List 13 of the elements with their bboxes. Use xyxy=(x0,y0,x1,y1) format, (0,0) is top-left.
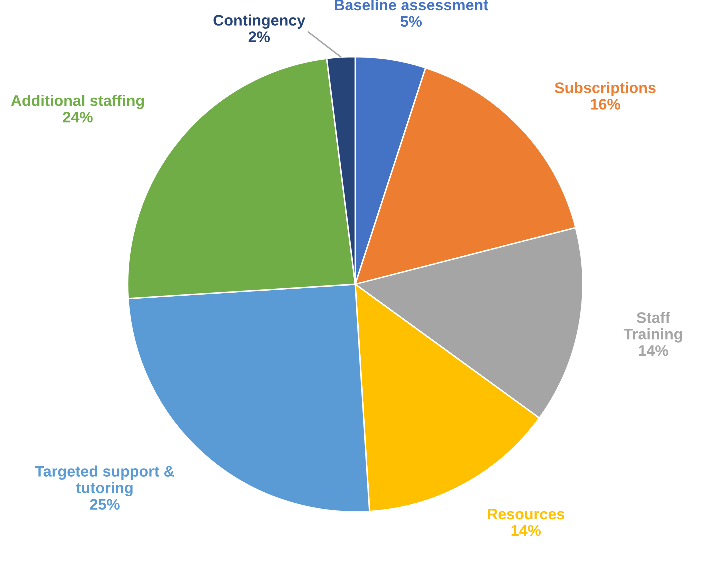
data-label: 24% xyxy=(63,112,93,123)
slice-label: Targeted support & tutoring xyxy=(35,466,174,497)
slice-label: Resources xyxy=(488,509,565,520)
slice-label: Contingency xyxy=(214,14,306,30)
data-label: 14% xyxy=(512,525,542,536)
data-label: 2% xyxy=(248,32,270,42)
slice-label: Staff Training xyxy=(624,312,682,343)
data-label: 5% xyxy=(400,16,422,28)
slice-label: Additional staffing xyxy=(11,95,144,110)
slice-label: Subscriptions xyxy=(555,82,656,96)
data-label: 25% xyxy=(90,499,120,510)
data-label: 14% xyxy=(639,345,668,356)
data-label: 16% xyxy=(591,99,620,110)
